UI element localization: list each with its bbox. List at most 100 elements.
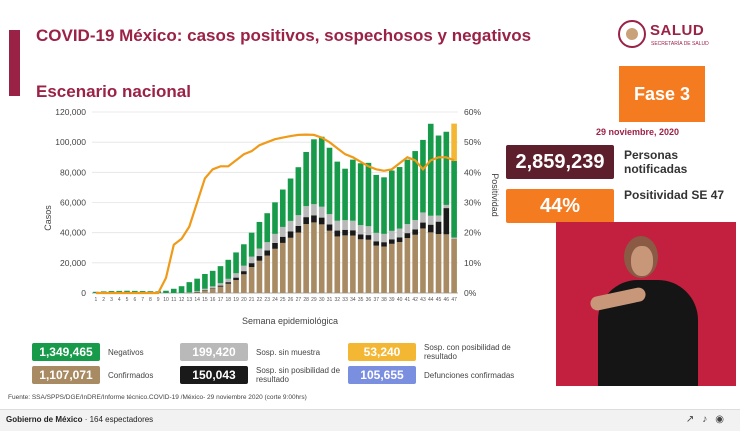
y-tick-label: 20,000 [60,258,86,268]
x-tick-label: 16 [210,297,216,303]
bar-segment [194,291,200,292]
bar-segment [295,167,302,216]
bar-segment [272,233,278,243]
bar-segment [248,256,255,264]
bar-segment [303,217,309,225]
notified-count: 2,859,239 [506,145,614,179]
bar-segment [217,286,224,293]
y-tick-labels: 0 20,000 40,000 60,000 80,000 100,000 120,000 [55,107,86,298]
x-tick-label: 41 [405,297,411,303]
positivity-label: Positividad SE 47 [624,188,725,202]
bar-segment [225,278,232,283]
bar-segment [170,288,177,293]
page-title: COVID-19 México: casos positivos, sospec… [36,26,532,45]
bar-segment [186,292,193,294]
bar-segment [396,237,403,243]
bar-segment [435,221,442,235]
location-icon[interactable]: ◉ [715,414,732,425]
volume-icon[interactable]: ♪ [702,414,716,425]
y2-axis-label: Positividad [490,173,500,217]
player-controls: ↗♪◉ [686,414,732,425]
x-tick-label: 31 [327,297,333,303]
bar-segment [381,242,387,247]
con-posibilidad-label: Sosp. con posibilidad de resultado [424,343,511,361]
bar-segment [350,230,356,236]
positivity-value: 44% [506,189,614,223]
x-tick-label: 13 [187,297,193,303]
channel-info: Gobierno de México · 164 espectadores [6,415,154,424]
x-tick-label: 8 [149,297,152,303]
bar-segment [178,286,185,293]
bar-segment [404,233,411,239]
bar-segment [318,136,325,207]
video-footer-bar: Gobierno de México · 164 espectadores ↗♪… [0,409,740,431]
bar-segment [334,220,341,231]
bar-segment [287,231,294,238]
bar-segment [412,229,418,235]
x-tick-label: 44 [428,297,434,303]
x-tick-label: 29 [311,297,317,303]
sin-posibilidad-value: 150,043 [180,366,248,384]
bar-segment [202,273,208,289]
bar-segment [264,250,271,256]
bar-segment [334,161,341,221]
x-tick-label: 35 [358,297,364,303]
bar-segment [279,189,286,227]
bar-segment [381,177,387,234]
bar-segment [194,291,200,293]
bar-segment [412,234,418,293]
bar-segment [93,291,99,293]
bar-segment [420,139,426,213]
bar-segment [451,239,457,293]
channel-name[interactable]: Gobierno de México [6,415,83,424]
share-icon[interactable]: ↗ [685,414,703,425]
bar-segment [381,233,387,243]
x-tick-label: 23 [264,297,270,303]
bar-segment [326,214,333,225]
bar-segment [365,235,372,240]
bar-segment [357,225,364,235]
bar-segment [217,266,224,284]
bar-segment [186,282,193,293]
bar-segment [334,230,341,237]
y-axis-label: Casos [43,205,53,231]
x-tick-label: 28 [303,297,309,303]
x-tick-label: 27 [296,297,302,303]
bar-segment [233,252,239,274]
bar-segment [233,273,239,278]
bar-segment [256,248,263,257]
x-tick-label: 24 [272,297,278,303]
bar-segment [256,260,263,293]
x-tick-label: 2 [102,297,105,303]
x-tick-label: 19 [233,297,239,303]
bar-segment [311,139,317,205]
x-tick-label: 5 [126,297,129,303]
bar-segment [186,292,193,294]
salud-logo: SALUD SECRETARÍA DE SALUD [618,20,726,54]
x-tick-label: 14 [194,297,200,303]
x-tick-label: 42 [412,297,418,303]
bar-segment [209,286,216,289]
x-tick-label: 38 [381,297,387,303]
x-tick-label: 18 [225,297,231,303]
phase-badge: Fase 3 [619,66,705,122]
bar-segment [241,274,247,293]
interpreter-face [631,246,653,276]
sin-posibilidad-label: Sosp. sin posibilidad de resultado [256,366,341,384]
x-tick-label: 39 [389,297,395,303]
bar-segment [303,224,309,293]
confirmados-label: Confirmados [108,370,154,380]
bar-segment [241,244,247,266]
notified-label: Personas notificadas [624,148,688,176]
bar-segment [443,204,450,209]
bar-segment [350,159,356,221]
bar-segment [404,159,411,225]
report-date: 29 noviembre, 2020 [596,127,680,137]
y2-tick-label: 20% [464,228,481,238]
bar-segment [272,202,278,234]
bar-segment [326,230,333,293]
bar-segment [365,226,372,236]
bar-segment [373,245,380,293]
y2-tick-labels: 0% 10% 20% 30% 40% 50% 60% [464,107,481,298]
x-tick-label: 12 [179,297,185,303]
